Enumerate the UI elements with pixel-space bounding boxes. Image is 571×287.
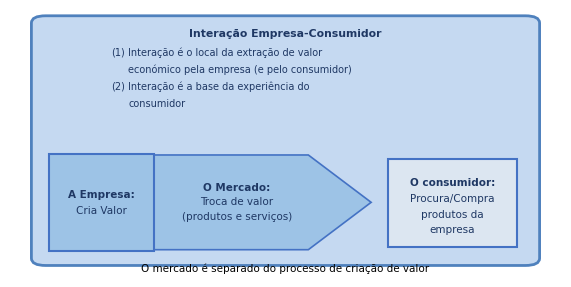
Text: (produtos e serviços): (produtos e serviços) (182, 212, 292, 222)
Polygon shape (51, 155, 371, 250)
Text: empresa: empresa (430, 225, 475, 235)
Text: O Mercado:: O Mercado: (203, 183, 271, 193)
Text: Interação é a base da experiência do: Interação é a base da experiência do (128, 82, 310, 92)
Text: consumidor: consumidor (128, 99, 186, 109)
Text: O consumidor:: O consumidor: (410, 178, 495, 188)
Text: A Empresa:: A Empresa: (68, 190, 135, 200)
Text: produtos da: produtos da (421, 210, 484, 220)
Text: Troca de valor: Troca de valor (200, 197, 274, 207)
Text: (1): (1) (111, 47, 125, 57)
FancyBboxPatch shape (388, 159, 517, 247)
Text: (2): (2) (111, 82, 125, 92)
Text: Interação é o local da extração de valor: Interação é o local da extração de valor (128, 47, 323, 58)
Text: Cria Valor: Cria Valor (76, 206, 127, 216)
Text: O mercado é separado do processo de criação de valor: O mercado é separado do processo de cria… (142, 263, 429, 274)
FancyBboxPatch shape (31, 16, 540, 265)
FancyBboxPatch shape (49, 154, 154, 251)
Text: Procura/Compra: Procura/Compra (411, 194, 494, 204)
Text: Interação Empresa-Consumidor: Interação Empresa-Consumidor (189, 29, 382, 39)
Text: económico pela empresa (e pelo consumidor): económico pela empresa (e pelo consumido… (128, 65, 352, 75)
